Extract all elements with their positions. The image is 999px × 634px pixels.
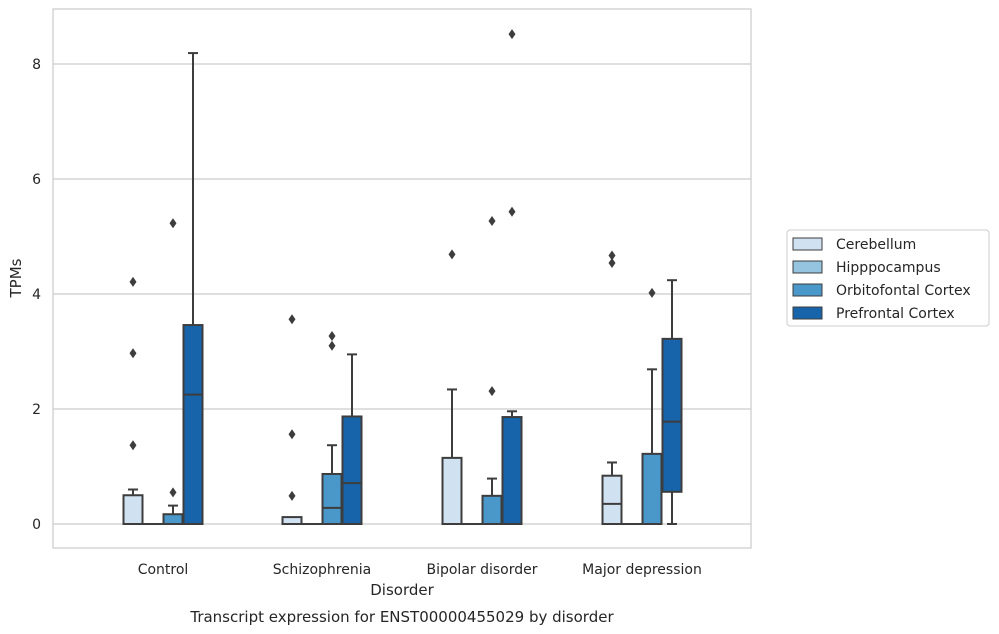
y-tick-label: 8 xyxy=(32,57,41,73)
outlier-point xyxy=(448,249,456,260)
outlier-point xyxy=(488,386,496,397)
boxplot xyxy=(661,279,683,525)
legend-swatch xyxy=(792,283,823,297)
boxplot xyxy=(321,330,343,526)
legend-swatch xyxy=(792,260,823,274)
outlier-point xyxy=(488,215,496,226)
x-tick-label: Schizophrenia xyxy=(273,562,371,578)
boxplot xyxy=(162,218,184,525)
outlier-point xyxy=(608,257,616,268)
x-axis-label: Disorder xyxy=(370,581,434,599)
legend-label: Orbitofontal Cortex xyxy=(836,283,971,299)
outlier-point xyxy=(129,440,137,451)
x-tick-label: Major depression xyxy=(582,562,702,578)
outlier-point xyxy=(169,487,177,498)
outlier-point xyxy=(288,490,296,501)
box xyxy=(441,456,463,525)
box xyxy=(321,472,343,526)
x-tick-label: Bipolar disorder xyxy=(426,562,537,578)
boxplot xyxy=(341,353,363,526)
boxplot xyxy=(601,250,623,526)
box xyxy=(661,337,683,493)
legend-swatch xyxy=(792,237,823,251)
boxplot xyxy=(641,287,663,526)
outlier-point xyxy=(328,340,336,351)
plot-frame xyxy=(52,8,752,549)
boxplots xyxy=(122,29,683,526)
legend-frame xyxy=(786,229,990,327)
box xyxy=(162,513,184,525)
outlier-point xyxy=(129,276,137,287)
boxplot xyxy=(122,276,144,525)
outlier-point xyxy=(508,29,516,40)
outlier-point xyxy=(608,250,616,261)
figure-caption: Transcript expression for ENST0000045502… xyxy=(189,608,614,626)
outlier-point xyxy=(288,314,296,325)
x-ticks: Control Schizophrenia Bipolar disorder Majo… xyxy=(138,562,702,578)
y-tick-label: 0 xyxy=(32,517,41,533)
boxplot xyxy=(182,52,204,525)
legend: Cerebellum Hipppocampus Orbitofontal Corte… xyxy=(786,229,990,327)
box xyxy=(601,474,623,526)
boxplot xyxy=(501,29,523,525)
boxplot xyxy=(441,249,463,525)
x-tick-label: Control xyxy=(138,562,189,578)
legend-label: Hipppocampus xyxy=(836,260,941,276)
box xyxy=(481,494,503,526)
outlier-point xyxy=(328,330,336,341)
boxplot xyxy=(281,314,303,525)
box xyxy=(501,416,523,525)
box xyxy=(341,415,363,526)
y-axis-label: TPMs xyxy=(7,258,25,298)
outlier-point xyxy=(288,429,296,440)
box xyxy=(182,324,204,525)
y-ticks: 0 2 4 6 8 xyxy=(32,57,41,533)
legend-swatch xyxy=(792,306,823,320)
outlier-point xyxy=(508,206,516,217)
outlier-point xyxy=(169,218,177,229)
y-tick-label: 6 xyxy=(32,172,41,188)
box xyxy=(281,516,303,525)
y-tick-label: 2 xyxy=(32,402,41,418)
outlier-point xyxy=(648,287,656,298)
outlier-point xyxy=(129,348,137,359)
box xyxy=(122,494,144,525)
box xyxy=(641,452,663,526)
legend-label: Cerebellum xyxy=(836,237,916,253)
boxplot xyxy=(481,215,503,526)
y-tick-label: 4 xyxy=(32,287,41,303)
legend-label: Prefrontal Cortex xyxy=(836,306,955,322)
